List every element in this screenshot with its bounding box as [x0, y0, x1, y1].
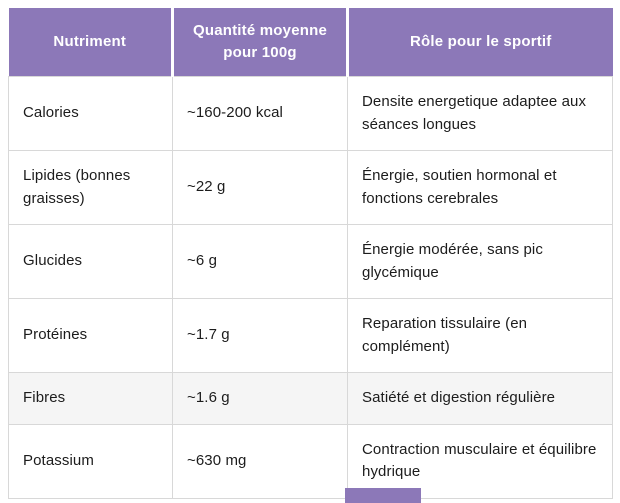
nutriment-cell: Potassium [8, 423, 173, 499]
role-cell: Contraction musculaire et équilibre hydr… [347, 423, 613, 499]
partial-purple-band [345, 488, 421, 503]
nutriment-cell: Fibres [8, 372, 173, 425]
header-quantite: Quantité moyenne pour 100g [171, 8, 348, 77]
quantite-cell: ~1.6 g [172, 372, 348, 425]
header-nutriment: Nutriment [8, 8, 173, 77]
table-row: Lipides (bonnes graisses) ~22 g Énergie,… [8, 150, 613, 225]
role-cell: Satiété et digestion régulière [347, 372, 613, 425]
nutriment-cell: Lipides (bonnes graisses) [8, 150, 173, 225]
table-row: Calories ~160-200 kcal Densite energetiq… [8, 76, 613, 151]
role-cell: Densite energetique adaptee aux séances … [347, 76, 613, 151]
header-row: Nutriment Quantité moyenne pour 100g Rôl… [8, 8, 613, 77]
quantite-cell: ~630 mg [172, 423, 348, 499]
nutriment-cell: Protéines [8, 298, 173, 373]
nutriment-cell: Calories [8, 76, 173, 151]
header-role: Rôle pour le sportif [346, 8, 613, 77]
table-row: Glucides ~6 g Énergie modérée, sans pic … [8, 224, 613, 299]
role-cell: Énergie, soutien hormonal et fonctions c… [347, 150, 613, 225]
nutriment-cell: Glucides [8, 224, 173, 299]
table-header: Nutriment Quantité moyenne pour 100g Rôl… [8, 8, 613, 77]
nutrition-table-container: Nutriment Quantité moyenne pour 100g Rôl… [8, 8, 613, 499]
quantite-cell: ~1.7 g [172, 298, 348, 373]
quantite-cell: ~160-200 kcal [172, 76, 348, 151]
quantite-cell: ~22 g [172, 150, 348, 225]
quantite-cell: ~6 g [172, 224, 348, 299]
table-row: Potassium ~630 mg Contraction musculaire… [8, 423, 613, 499]
role-cell: Énergie modérée, sans pic glycémique [347, 224, 613, 299]
table-body: Calories ~160-200 kcal Densite energetiq… [8, 76, 613, 499]
nutrition-table: Nutriment Quantité moyenne pour 100g Rôl… [8, 8, 613, 499]
table-row: Fibres ~1.6 g Satiété et digestion régul… [8, 372, 613, 425]
table-row: Protéines ~1.7 g Reparation tissulaire (… [8, 298, 613, 373]
role-cell: Reparation tissulaire (en complément) [347, 298, 613, 373]
